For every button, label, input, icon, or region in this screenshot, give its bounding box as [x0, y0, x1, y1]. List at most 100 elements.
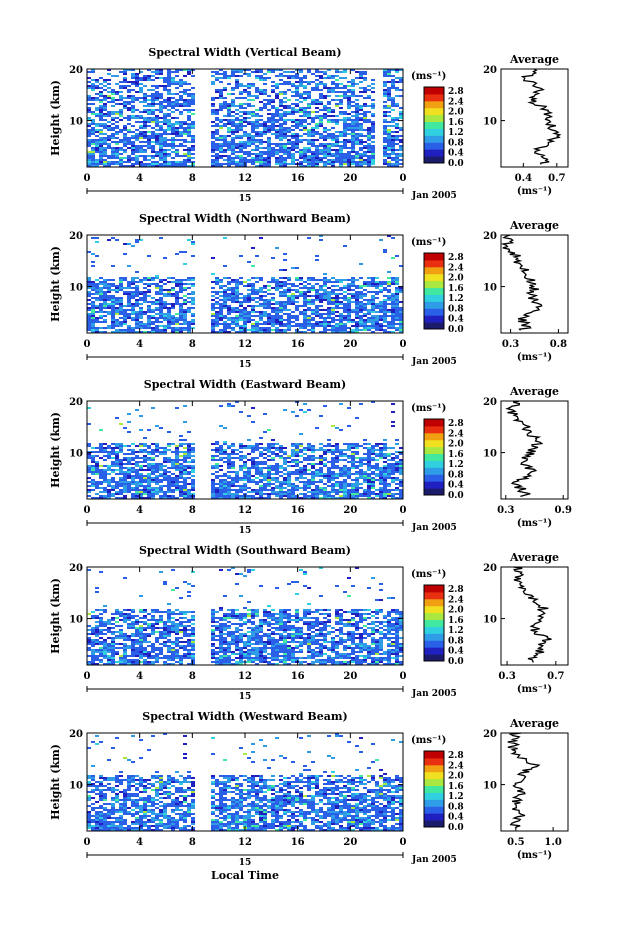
profile-line	[500, 234, 543, 331]
colorbar-tick-label: 2.8	[448, 585, 464, 595]
colorbar-tick-label: 0.0	[448, 159, 464, 169]
colorbar	[423, 86, 445, 164]
x-tick-label: 0	[84, 173, 91, 184]
colorbar-tick-label: 2.4	[448, 97, 464, 107]
colorbar-tick-label: 1.2	[448, 128, 464, 138]
panel-title: Spectral Width (Eastward Beam)	[144, 378, 346, 391]
profile-x-tick-label: 0.7	[547, 671, 564, 682]
colorbar-tick-label: 0.4	[448, 647, 464, 657]
colorbar-tick-label: 1.6	[448, 616, 464, 626]
y-tick-label: 20	[69, 65, 83, 76]
y-tick-label: 10	[69, 283, 83, 294]
profile-frame	[500, 732, 569, 832]
colorbar-tick-label: 2.8	[448, 253, 464, 263]
x-tick-label: 4	[136, 837, 143, 848]
heatmap-cells	[87, 733, 403, 831]
panel-4: Spectral Width (Southward Beam) 0 4 8 12 16 20…	[49, 544, 569, 702]
profile-y-tick-label: 20	[483, 729, 497, 740]
y-axis-label: Height (km)	[49, 80, 62, 156]
x-tick-label: 12	[238, 505, 252, 516]
colorbar-tick-label: 2.0	[448, 108, 464, 118]
profile-x-label: (ms⁻¹)	[517, 518, 552, 529]
date-label: Jan 2005	[411, 357, 457, 367]
profile-title: Average	[509, 219, 559, 232]
y-tick-label: 10	[69, 117, 83, 128]
x-tick-label: 16	[291, 671, 305, 682]
profile-x-tick-label: 0.3	[497, 505, 514, 516]
colorbar-tick-label: 2.0	[448, 274, 464, 284]
profile-x-tick-label: 0.9	[555, 505, 572, 516]
x-tick-label: 20	[343, 173, 357, 184]
colorbar-tick-label: 0.8	[448, 802, 464, 812]
profile-line	[505, 400, 544, 498]
x-tick-label: 16	[291, 339, 305, 350]
x-tick-label: 0	[84, 505, 91, 516]
profile-x-tick-label: 0.3	[502, 339, 519, 350]
colorbar-tick-label: 0.8	[448, 138, 464, 148]
x-tick-label: 4	[136, 339, 143, 350]
colorbar	[423, 252, 445, 330]
y-tick-label: 20	[69, 231, 83, 242]
x-tick-label: 0	[400, 671, 407, 682]
colorbar-tick-label: 2.0	[448, 440, 464, 450]
colorbar-tick-label: 0.0	[448, 823, 464, 833]
x-tick-label: 12	[238, 339, 252, 350]
profile-y-tick-label: 10	[483, 117, 497, 128]
x-axis-label: Local Time	[211, 869, 279, 882]
y-axis-label: Height (km)	[49, 578, 62, 654]
profile-y-tick-label: 10	[483, 449, 497, 460]
profile-x-label: (ms⁻¹)	[517, 684, 552, 695]
profile-y-tick-label: 20	[483, 65, 497, 76]
profile-x-tick-label: 0.5	[507, 837, 524, 848]
colorbar	[423, 584, 445, 662]
panel-3: Spectral Width (Eastward Beam) 0 4 8 12 16 20 0…	[49, 378, 572, 536]
colorbar-tick-label: 1.6	[448, 284, 464, 294]
x-tick-label: 8	[189, 505, 196, 516]
profile-title: Average	[509, 385, 559, 398]
average-profile: Average 20 10 0.5 1.0 (ms⁻¹)	[483, 717, 569, 861]
x-tick-label: 4	[136, 671, 143, 682]
profile-x-tick-label: 1.0	[544, 837, 561, 848]
profile-frame	[500, 234, 569, 334]
x-tick-label: 16	[291, 173, 305, 184]
heatmap-cells	[87, 567, 403, 665]
day-label: 15	[239, 526, 252, 536]
profile-line	[507, 732, 541, 829]
panel-5: Spectral Width (Westward Beam) 0 4 8 12 16 20 0…	[49, 710, 569, 868]
colorbar-tick-label: 2.0	[448, 772, 464, 782]
profile-x-tick-label: 0.3	[498, 671, 515, 682]
y-tick-label: 20	[69, 397, 83, 408]
profile-frame	[500, 566, 569, 666]
colorbar-unit-label: (ms⁻¹)	[411, 569, 446, 580]
profile-title: Average	[509, 717, 559, 730]
date-label: Jan 2005	[411, 855, 457, 865]
colorbar-tick-label: 0.0	[448, 657, 464, 667]
day-label: 15	[239, 692, 252, 702]
y-tick-label: 10	[69, 615, 83, 626]
colorbar-tick-label: 0.8	[448, 304, 464, 314]
profile-y-tick-label: 20	[483, 563, 497, 574]
x-tick-label: 20	[343, 671, 357, 682]
colorbar	[423, 418, 445, 496]
colorbar	[423, 750, 445, 828]
average-profile: Average 20 10 0.3 0.8 (ms⁻¹)	[483, 219, 569, 363]
colorbar-tick-label: 2.4	[448, 595, 464, 605]
profile-y-tick-label: 10	[483, 781, 497, 792]
heatmap-cells	[87, 401, 403, 499]
profile-y-tick-label: 20	[483, 231, 497, 242]
x-tick-label: 0	[84, 339, 91, 350]
colorbar-tick-label: 0.0	[448, 491, 464, 501]
colorbar-tick-label: 2.4	[448, 429, 464, 439]
x-tick-label: 20	[343, 837, 357, 848]
colorbar-tick-label: 0.4	[448, 481, 464, 491]
day-label: 15	[239, 858, 252, 868]
colorbar-tick-label: 0.8	[448, 636, 464, 646]
panel-title: Spectral Width (Northward Beam)	[139, 212, 351, 225]
profile-y-tick-label: 10	[483, 283, 497, 294]
y-tick-label: 10	[69, 449, 83, 460]
colorbar-tick-label: 0.8	[448, 470, 464, 480]
x-tick-label: 0	[400, 339, 407, 350]
x-tick-label: 0	[400, 505, 407, 516]
x-tick-label: 12	[238, 837, 252, 848]
colorbar-tick-label: 2.4	[448, 761, 464, 771]
